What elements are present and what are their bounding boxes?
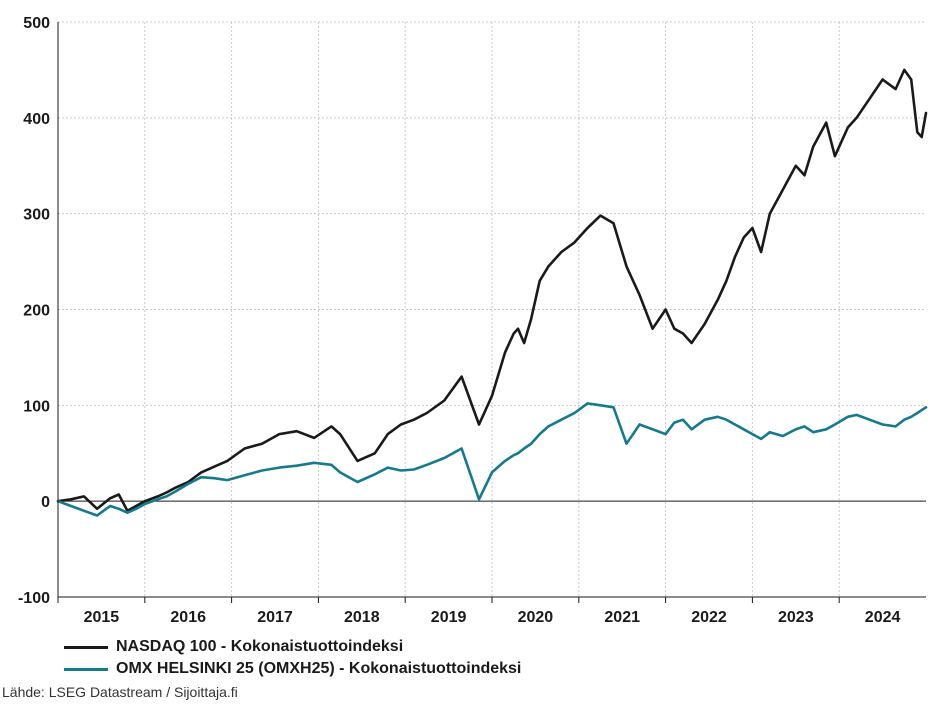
y-tick-label: 500 — [23, 15, 50, 32]
x-tick-label: 2023 — [778, 609, 814, 626]
y-tick-labels: -100 0 100 200 300 400 500 — [18, 15, 50, 607]
series-lines — [56, 68, 928, 517]
x-tick-label: 2016 — [170, 609, 206, 626]
legend-item-omxh25: OMX HELSINKI 25 (OMXH25) - Kokonaistuott… — [64, 658, 521, 680]
series-line-omxh25 — [56, 402, 928, 517]
y-tick-label: 300 — [23, 207, 50, 224]
x-tick-label: 2018 — [344, 609, 380, 626]
legend-swatch-omxh25 — [64, 667, 108, 671]
x-tick-label: 2017 — [257, 609, 293, 626]
y-tick-label: -100 — [18, 590, 50, 607]
x-tick-label: 2019 — [431, 609, 467, 626]
x-tick-labels: 2015 2016 2017 2018 2019 2020 2021 2022 2023 2024 — [84, 609, 901, 626]
legend-item-nasdaq: NASDAQ 100 - Kokonaistuottoindeksi — [64, 636, 521, 658]
y-tick-label: 100 — [23, 398, 50, 415]
series-line-nasdaq — [56, 68, 928, 513]
x-tick-label: 2020 — [518, 609, 554, 626]
source-note: Lähde: LSEG Datastream / Sijoittaja.fi — [2, 684, 238, 700]
legend-label-nasdaq: NASDAQ 100 - Kokonaistuottoindeksi — [116, 638, 404, 655]
y-tick-label: 0 — [41, 494, 50, 511]
x-tick-label: 2024 — [865, 609, 901, 626]
legend: NASDAQ 100 - Kokonaistuottoindeksi OMX H… — [64, 636, 521, 680]
x-tick-label: 2022 — [691, 609, 727, 626]
axes — [57, 22, 926, 603]
x-tick-label: 2021 — [604, 609, 640, 626]
y-tick-label: 200 — [23, 303, 50, 320]
grid-lines — [58, 21, 926, 597]
x-tick-label: 2015 — [84, 609, 120, 626]
legend-swatch-nasdaq — [64, 645, 108, 649]
legend-label-omxh25: OMX HELSINKI 25 (OMXH25) - Kokonaistuott… — [116, 660, 522, 677]
y-tick-label: 400 — [23, 111, 50, 128]
